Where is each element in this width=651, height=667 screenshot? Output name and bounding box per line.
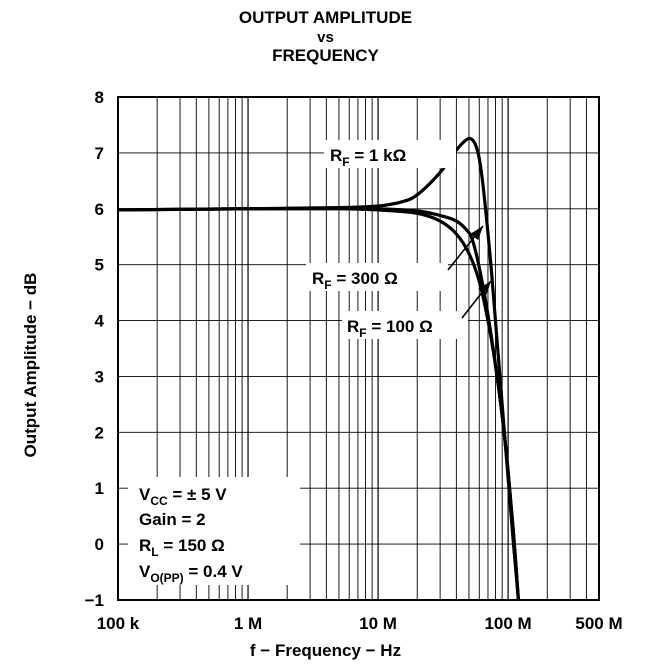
y-tick-label: 8	[95, 88, 104, 107]
curves	[117, 136, 521, 601]
x-tick-label: 10 M	[359, 614, 397, 633]
y-tick-label: 1	[95, 479, 104, 498]
annotation-label-1: RF = 1 kΩ	[330, 146, 406, 169]
y-tick-label: 4	[95, 312, 105, 331]
x-tick-label: 500 M	[575, 614, 622, 633]
y-tick-label: 5	[95, 256, 104, 275]
y-tick-label: 2	[95, 423, 104, 442]
condition-line-2-main: Gain = 2	[139, 510, 206, 529]
annotation-box	[306, 263, 448, 291]
condition-line-1-rest: = ± 5 V	[168, 485, 228, 504]
condition-line-3-subscript: L	[151, 545, 158, 559]
condition-line-1: VCC = ± 5 V	[139, 485, 227, 508]
condition-line-3-rest: = 150 Ω	[159, 536, 225, 555]
condition-line-4-main: V	[139, 562, 151, 581]
chart-title-vs: vs	[317, 29, 334, 46]
annotation-label-3-main: R	[347, 317, 359, 336]
y-tick-label: −1	[85, 591, 104, 610]
annotation-label-1-subscript: F	[342, 155, 349, 169]
annotation-label-3-subscript: F	[359, 326, 366, 340]
annotation-label-3: RF = 100 Ω	[347, 317, 433, 340]
annotation-label-2-rest: = 300 Ω	[332, 269, 398, 288]
tick-labels: 100 k 1 M 10 M 100 M 500 M −1 0 1 2 3 4 5 6 7 8	[85, 88, 623, 633]
y-tick-label: 0	[95, 535, 104, 554]
annotation-label-1-main: R	[330, 146, 342, 165]
condition-line-4-subscript: O(PP)	[150, 571, 183, 585]
annotation-label-2: RF = 300 Ω	[312, 269, 398, 292]
x-tick-label: 100 k	[97, 614, 140, 633]
x-tick-label: 1 M	[234, 614, 262, 633]
annotation-label-3-rest: = 100 Ω	[367, 317, 433, 336]
condition-line-4-rest: = 0.4 V	[184, 562, 244, 581]
conditions-box	[128, 477, 300, 585]
y-tick-label: 6	[95, 200, 104, 219]
condition-line-1-subscript: CC	[150, 494, 168, 508]
annotation-arrow-300-head	[470, 226, 483, 241]
x-tick-label: 100 M	[484, 614, 531, 633]
condition-line-1-main: V	[139, 485, 151, 504]
condition-line-4: VO(PP) = 0.4 V	[139, 562, 243, 585]
annotation-label-2-main: R	[312, 269, 324, 288]
condition-line-2: Gain = 2	[139, 510, 206, 529]
x-axis-label: f − Frequency − Hz	[249, 641, 402, 660]
annotation-box	[342, 311, 468, 339]
chart-subtitle: FREQUENCY	[272, 46, 379, 65]
plot-frame	[117, 96, 600, 601]
annotation-box	[324, 140, 456, 168]
annotation-label-2-subscript: F	[324, 278, 331, 292]
annotation-arrow-100-head	[478, 281, 491, 296]
annotation-label-1-rest: = 1 kΩ	[350, 146, 407, 165]
y-tick-label: 3	[95, 367, 104, 386]
series-line-3	[117, 207, 521, 601]
y-tick-label: 7	[95, 144, 104, 163]
chart-title: OUTPUT AMPLITUDE	[238, 8, 413, 27]
condition-line-3-main: R	[139, 536, 151, 555]
condition-line-3: RL = 150 Ω	[139, 536, 225, 559]
